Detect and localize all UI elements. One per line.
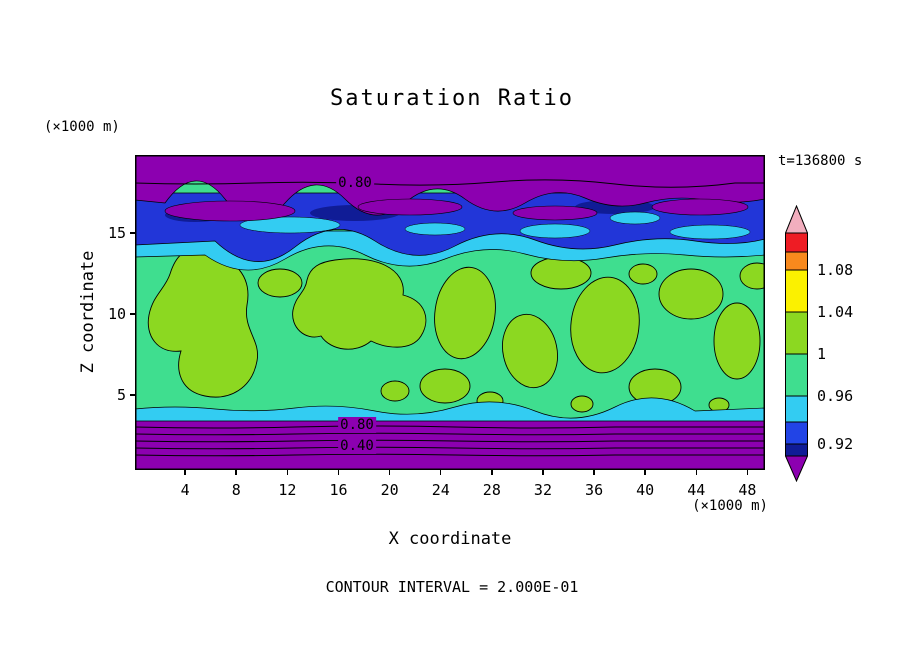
contour-line-label: 0.80 <box>336 175 374 191</box>
colorbar-segment-below-min <box>784 455 809 483</box>
colorbar-segment-blue <box>785 421 808 445</box>
contour-line-label: 0.80 <box>338 417 376 433</box>
x-tick-label: 16 <box>329 481 348 499</box>
colorbar-segment-orange <box>785 251 808 271</box>
x-tick-mark <box>184 470 186 475</box>
x-axis-unit: (×1000 m) <box>692 498 768 514</box>
colorbar-label: 0.92 <box>817 435 854 453</box>
x-tick-mark <box>695 470 698 475</box>
x-tick-label: 24 <box>431 481 450 499</box>
x-tick-mark <box>593 470 595 475</box>
x-tick-mark <box>337 470 340 475</box>
purple-band-bottom <box>135 420 765 470</box>
y-tick-mark <box>130 394 135 396</box>
x-axis-label: X coordinate <box>388 529 512 549</box>
plot-frame <box>135 155 765 470</box>
colorbar-segment-cyan <box>785 395 808 423</box>
x-tick-mark <box>491 470 493 475</box>
x-tick-label: 48 <box>738 481 757 499</box>
colorbar-segment-chartreuse <box>785 311 808 355</box>
x-tick-mark <box>235 470 237 475</box>
cyan-patches <box>239 211 751 240</box>
x-tick-label: 32 <box>533 481 552 499</box>
y-tick-label: 5 <box>116 386 126 404</box>
colorbar-label: 0.96 <box>817 387 854 405</box>
y-tick-label: 15 <box>107 224 126 242</box>
x-tick-mark <box>286 470 289 475</box>
colorbar <box>784 204 809 483</box>
colorbar-segment-green <box>785 353 808 397</box>
cyan-band-bottom <box>135 397 765 424</box>
x-tick-label: 4 <box>180 481 190 499</box>
x-tick-label: 8 <box>231 481 241 499</box>
x-tick-mark <box>542 470 544 475</box>
colorbar-label: 1.08 <box>817 261 854 279</box>
contour-interval-note: CONTOUR INTERVAL = 2.000E-01 <box>325 578 579 596</box>
x-tick-label: 40 <box>636 481 655 499</box>
x-tick-mark <box>746 470 749 475</box>
x-tick-mark <box>644 470 646 475</box>
colorbar-segment-yellow <box>785 269 808 313</box>
x-tick-label: 20 <box>380 481 399 499</box>
contour-lines <box>135 179 765 457</box>
colorbar-segment-red <box>785 232 808 253</box>
x-tick-mark <box>439 470 442 475</box>
x-tick-label: 44 <box>687 481 706 499</box>
colorbar-segment-above-max <box>784 204 809 234</box>
purple-patches <box>164 198 749 222</box>
y-axis-unit: (×1000 m) <box>44 119 120 135</box>
y-tick-mark <box>130 232 135 234</box>
colorbar-segment-navy <box>785 443 808 457</box>
contour-field <box>135 155 765 470</box>
chart-title: Saturation Ratio <box>330 86 574 111</box>
x-tick-label: 36 <box>585 481 604 499</box>
y-tick-mark <box>130 313 135 315</box>
x-tick-mark <box>388 470 391 475</box>
y-tick-label: 10 <box>107 305 126 323</box>
x-tick-label: 12 <box>278 481 297 499</box>
colorbar-label: 1 <box>817 345 827 363</box>
contour-line-label: 0.40 <box>338 438 376 454</box>
timestamp-label: t=136800 s <box>778 153 863 169</box>
x-tick-label: 28 <box>482 481 501 499</box>
colorbar-label: 1.04 <box>817 303 854 321</box>
